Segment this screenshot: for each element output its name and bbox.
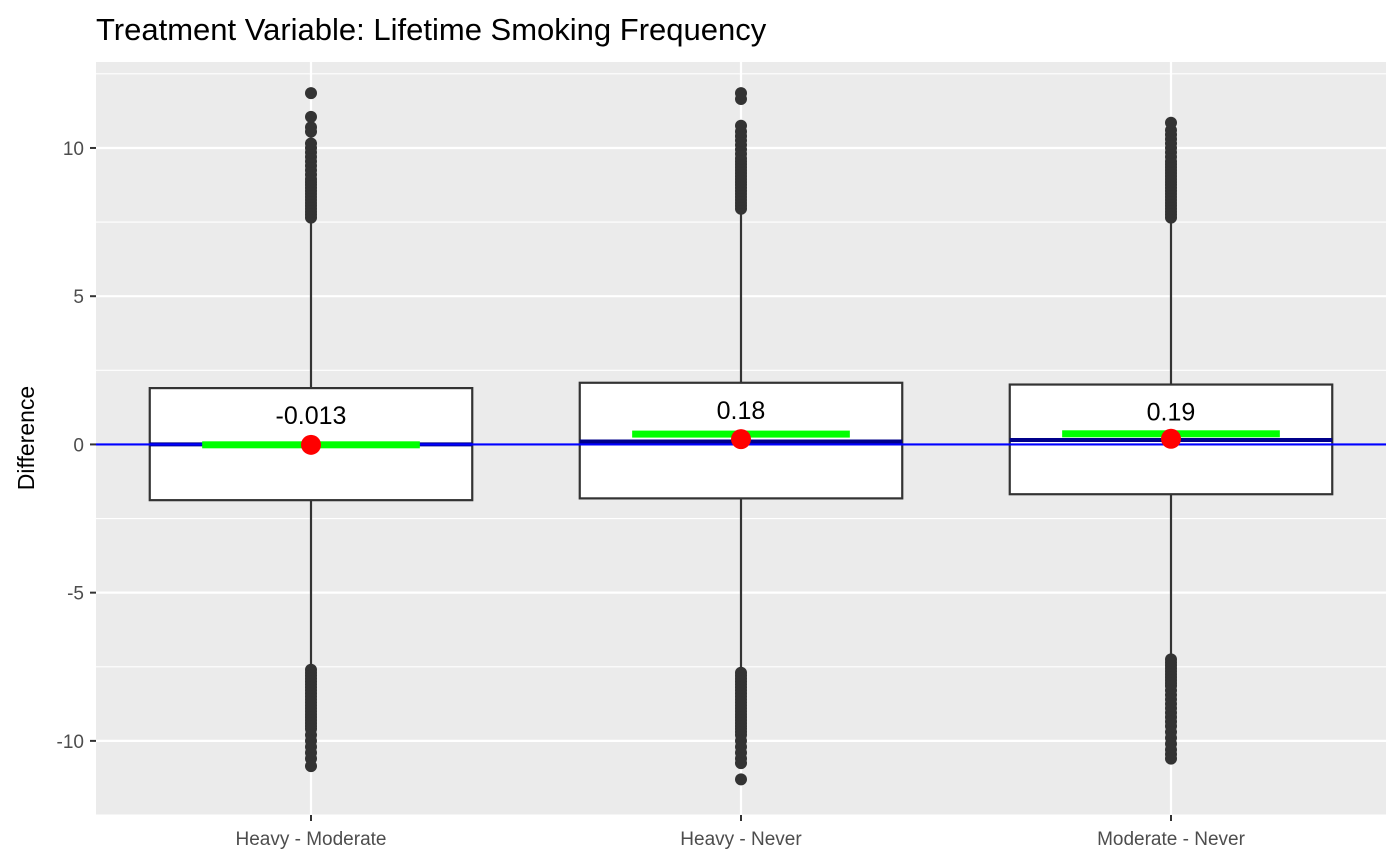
mean-label: -0.013 — [276, 402, 347, 430]
box-2 — [578, 87, 904, 786]
y-tick-label: 0 — [73, 435, 84, 456]
x-axis: Heavy - Moderate Heavy - Never Moderate - … — [235, 815, 1246, 850]
x-tick-label: Heavy - Never — [680, 829, 802, 850]
mean-point — [731, 429, 751, 450]
y-tick-label: 5 — [73, 287, 84, 308]
outlier-point — [305, 87, 317, 100]
x-tick-label: Moderate - Never — [1097, 829, 1246, 850]
box-3 — [1008, 116, 1334, 765]
y-axis: -10 -5 0 5 10 — [57, 139, 96, 753]
outlier-point — [305, 121, 317, 134]
outlier-point — [735, 87, 747, 100]
mean-label: 0.18 — [717, 397, 766, 425]
outlier-point — [735, 773, 747, 786]
outlier-point — [305, 137, 317, 150]
outlier-point — [305, 760, 317, 773]
mean-point — [301, 434, 321, 455]
y-axis-label: Difference — [13, 386, 39, 490]
outlier-point — [1165, 752, 1177, 765]
x-tick-label: Heavy - Moderate — [235, 829, 386, 850]
y-tick-label: 10 — [63, 139, 84, 160]
outlier-point — [735, 119, 747, 132]
y-tick-label: -5 — [67, 584, 84, 605]
chart-title: Treatment Variable: Lifetime Smoking Fre… — [96, 12, 767, 47]
mean-label: 0.19 — [1147, 399, 1196, 427]
outlier-point — [305, 110, 317, 123]
outlier-point — [735, 757, 747, 770]
outlier-point — [1165, 116, 1177, 129]
mean-point — [1161, 428, 1181, 449]
y-tick-label: -10 — [57, 732, 84, 753]
mean-markers: -0.013 0.18 0.19 — [202, 397, 1280, 455]
